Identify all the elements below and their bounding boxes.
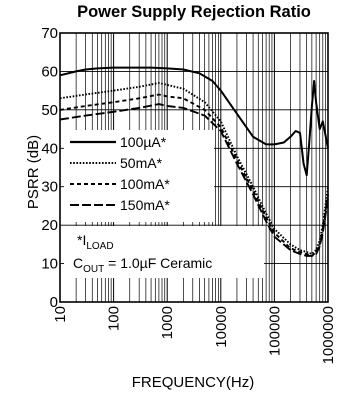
chart-title: Power Supply Rejection Ratio [77,3,311,21]
series-line-3 [59,93,329,257]
x-tick-label: 1000000 [320,306,337,364]
y-tick-label: 30 [41,179,58,196]
note-background [64,226,264,278]
series-layer [59,66,329,257]
note-cout-label: COUT = 1.0µF Ceramic [73,255,212,275]
series-line-2 [59,82,329,255]
series-line-1 [59,66,329,177]
y-tick-label: 10 [41,256,58,273]
y-tick-label: 70 [41,25,58,42]
legend-label-4: 150mA* [120,197,170,213]
series-line-4 [59,103,329,257]
x-tick-label: 1000 [159,306,176,339]
x-tick-label: 10000 [213,306,230,348]
x-axis-label: FREQUENCY(Hz) [132,374,255,391]
y-tick-label: 60 [41,63,58,80]
x-tick-label: 100000 [266,306,283,356]
y-tick-labels: 0 10 20 30 40 50 60 70 [41,25,58,311]
note-load-label: *ILOAD [77,232,114,252]
x-tick-labels: 10 100 1000 10000 100000 1000000 [52,306,337,364]
x-tick-label: 10 [52,306,69,323]
plot-frame [59,32,329,303]
y-tick-label: 20 [41,217,58,234]
y-tick-label: 50 [41,102,58,119]
y-tick-label: 0 [50,294,58,311]
legend-label-2: 50mA* [120,155,163,171]
legend: 100µA* 50mA* 100mA* 150mA* [70,134,170,213]
y-axis-label: PSRR (dB) [25,135,42,209]
x-tick-label: 100 [106,306,123,331]
legend-label-1: 100µA* [120,134,167,150]
legend-label-3: 100mA* [120,176,170,192]
legend-background [64,130,214,222]
y-tick-label: 40 [41,140,58,157]
